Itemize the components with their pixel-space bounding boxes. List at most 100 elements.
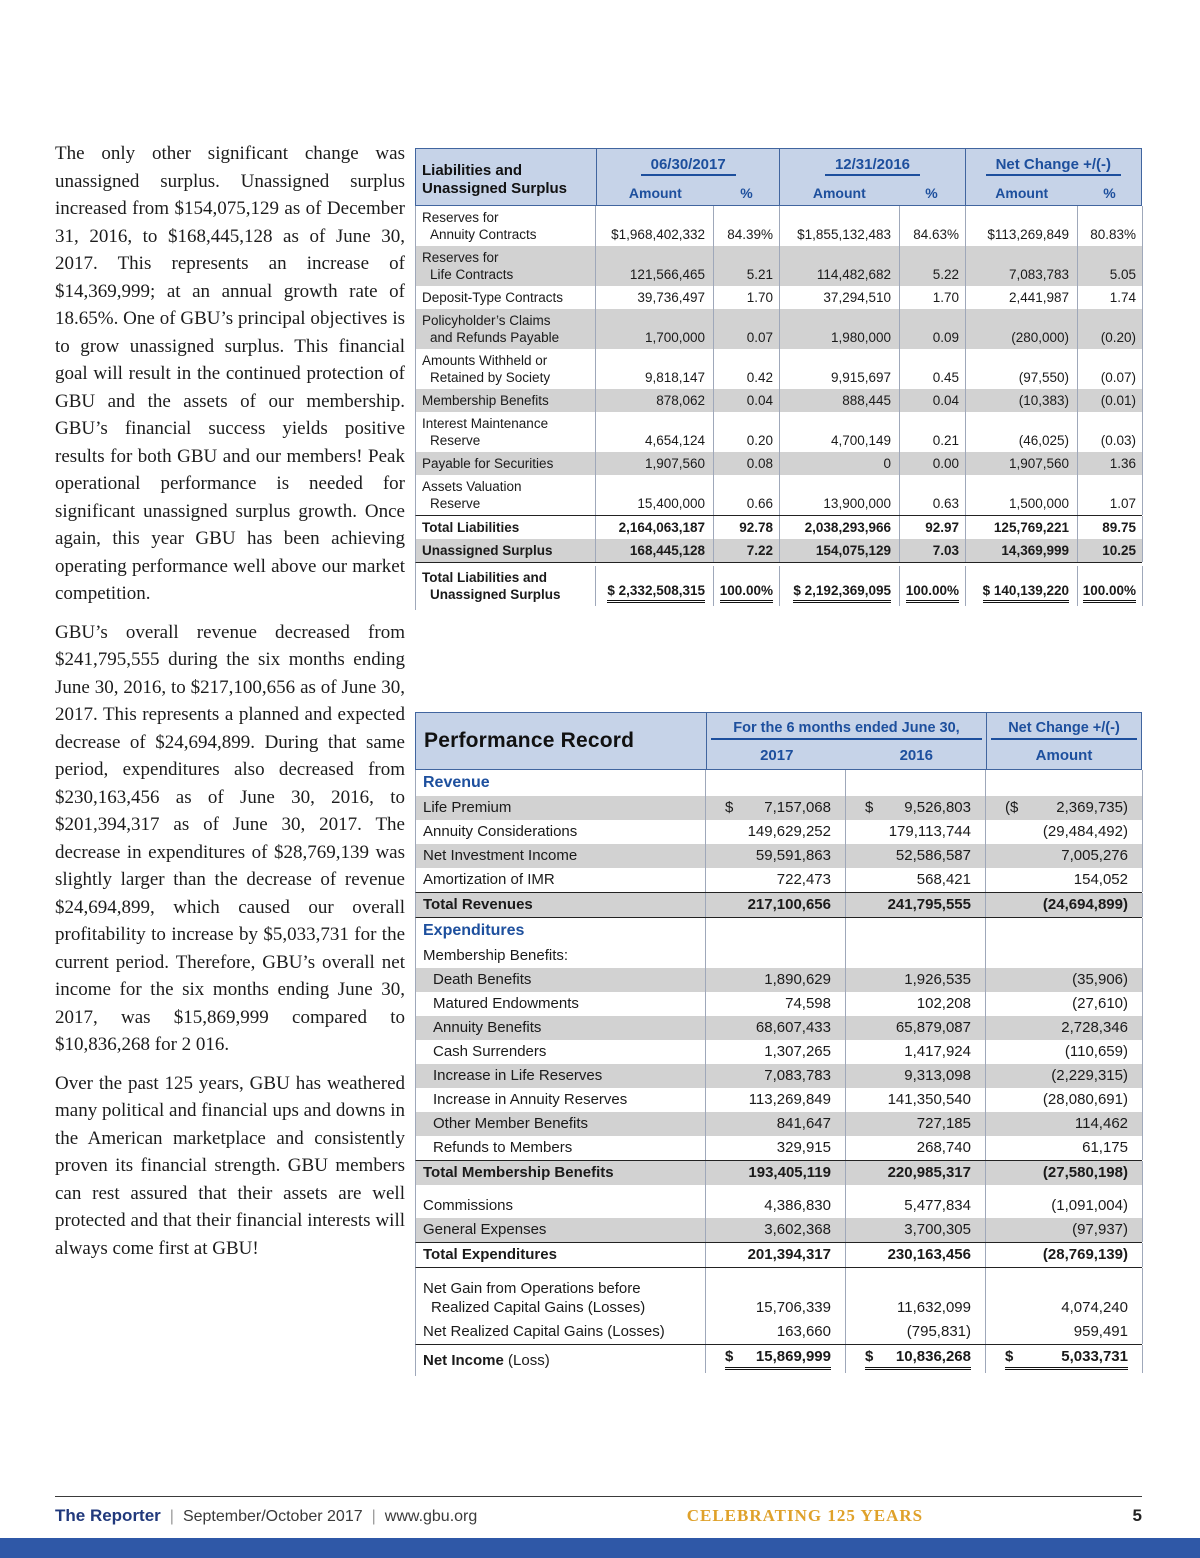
page-footer: The Reporter | September/October 2017 | … xyxy=(55,1496,1142,1526)
row-value: (0.20) xyxy=(1078,309,1143,349)
row-value: (29,484,492) xyxy=(986,820,1143,844)
row-value: 74,598 xyxy=(706,992,846,1016)
table-row: Total Membership Benefits 193,405,119 220,… xyxy=(415,1160,1143,1185)
row-value: 1,907,560 xyxy=(596,452,714,475)
row-value: 154,052 xyxy=(986,868,1143,892)
performance-table-header: Performance Record For the 6 months ende… xyxy=(415,712,1142,770)
row-value: 4,074,240 xyxy=(986,1268,1143,1320)
row-value: 114,462 xyxy=(986,1112,1143,1136)
row-label: Net Investment Income xyxy=(416,844,706,868)
row-value: 241,795,555 xyxy=(846,893,986,917)
row-value: 10.25 xyxy=(1078,539,1143,562)
row-value: 217,100,656 xyxy=(706,893,846,917)
table-row: Reserves for Life Contracts 121,566,465 5.2… xyxy=(415,246,1143,286)
row-value: 1,307,265 xyxy=(706,1040,846,1064)
row-value: $113,269,849 xyxy=(966,206,1078,246)
row-value: 0.42 xyxy=(714,349,780,389)
table-row: Policyholder’s Claims and Refunds Payable… xyxy=(415,309,1143,349)
table-row: Refunds to Members 329,915 268,740 61,175 xyxy=(415,1136,1143,1160)
row-value: 114,482,682 xyxy=(780,246,900,286)
row-value: 0.04 xyxy=(900,389,966,412)
row-value: 39,736,497 xyxy=(596,286,714,309)
table-row: Expenditures xyxy=(415,918,1143,944)
row-value: 100.00% xyxy=(714,566,780,606)
table-row: Membership Benefits 878,062 0.04 888,445 0.0… xyxy=(415,389,1143,412)
column-group-net-change: Net Change +/(-) Amount % xyxy=(964,149,1141,205)
row-value: (795,831) xyxy=(846,1320,986,1344)
row-value: 2,164,063,187 xyxy=(596,516,714,539)
row-label: General Expenses xyxy=(416,1218,706,1242)
row-value: 5,477,834 xyxy=(846,1185,986,1218)
row-label: Other Member Benefits xyxy=(416,1112,706,1136)
row-value: 0.00 xyxy=(900,452,966,475)
row-value: 959,491 xyxy=(986,1320,1143,1344)
row-value xyxy=(706,770,846,796)
row-value: (97,937) xyxy=(986,1218,1143,1242)
liabilities-table-title: Liabilities and Unassigned Surplus xyxy=(416,149,596,205)
row-label: Net Realized Capital Gains (Losses) xyxy=(416,1320,706,1344)
row-label: Total Membership Benefits xyxy=(416,1161,706,1185)
row-value: 15,706,339 xyxy=(706,1268,846,1320)
row-value: 179,113,744 xyxy=(846,820,986,844)
table-row: Life Premium $7,157,068 $9,526,803 ($ 2,369,… xyxy=(415,796,1143,820)
row-value: 0.63 xyxy=(900,475,966,515)
row-value: 37,294,510 xyxy=(780,286,900,309)
row-value: 878,062 xyxy=(596,389,714,412)
row-label: Total Expenditures xyxy=(416,1243,706,1267)
row-value: 1,417,924 xyxy=(846,1040,986,1064)
row-value xyxy=(846,770,986,796)
row-value: (24,694,899) xyxy=(986,893,1143,917)
row-value: 0.07 xyxy=(714,309,780,349)
row-value: (1,091,004) xyxy=(986,1185,1143,1218)
row-value xyxy=(846,944,986,968)
row-label: Amounts Withheld or Retained by Society xyxy=(416,349,596,389)
row-value: 5.21 xyxy=(714,246,780,286)
table-row: Interest Maintenance Reserve 4,654,124 0.20… xyxy=(415,412,1143,452)
footer-separator: | xyxy=(169,1508,174,1525)
row-value: 154,075,129 xyxy=(780,539,900,562)
row-value: 1.70 xyxy=(714,286,780,309)
row-value: 168,445,128 xyxy=(596,539,714,562)
row-value: (0.01) xyxy=(1078,389,1143,412)
row-value: $ 2,192,369,095 xyxy=(780,566,900,606)
row-value: 230,163,456 xyxy=(846,1243,986,1267)
table-row: Reserves for Annuity Contracts $1,968,402,… xyxy=(415,206,1143,246)
footer-website-link[interactable]: www.gbu.org xyxy=(384,1508,478,1525)
footer-left: The Reporter | September/October 2017 | … xyxy=(55,1506,477,1526)
row-label: Refunds to Members xyxy=(416,1136,706,1160)
liabilities-title-line2: Unassigned Surplus xyxy=(422,180,568,198)
row-value: 9,818,147 xyxy=(596,349,714,389)
row-value: 1,980,000 xyxy=(780,309,900,349)
row-value: 888,445 xyxy=(780,389,900,412)
row-value: 4,654,124 xyxy=(596,412,714,452)
period-header: For the 6 months ended June 30, xyxy=(711,720,982,740)
row-value: $10,836,268 xyxy=(846,1345,986,1373)
row-value: (27,610) xyxy=(986,992,1143,1016)
liabilities-title-line1: Liabilities and xyxy=(422,161,523,179)
row-value: 59,591,863 xyxy=(706,844,846,868)
row-value: 84.63% xyxy=(900,206,966,246)
row-value: 3,602,368 xyxy=(706,1218,846,1242)
table-row: Amounts Withheld or Retained by Society 9,… xyxy=(415,349,1143,389)
row-label: Membership Benefits: xyxy=(416,944,706,968)
performance-table-title: Performance Record xyxy=(424,729,635,752)
page-number: 5 xyxy=(1132,1506,1142,1525)
row-value: 5.05 xyxy=(1078,246,1143,286)
row-value: 13,900,000 xyxy=(780,475,900,515)
date-header-06-30-2017: 06/30/2017 xyxy=(640,156,736,176)
row-label: Net Gain from Operations before Realized … xyxy=(416,1268,706,1320)
row-value: 0.45 xyxy=(900,349,966,389)
row-value: 102,208 xyxy=(846,992,986,1016)
row-value: (35,906) xyxy=(986,968,1143,992)
row-value: (110,659) xyxy=(986,1040,1143,1064)
row-value: 0.66 xyxy=(714,475,780,515)
table-row: Net Gain from Operations before Realized … xyxy=(415,1268,1143,1320)
amount-subheader: Amount xyxy=(812,185,866,201)
performance-table-body: Revenue Life Premium $7,157,068 $9,526,803(… xyxy=(415,770,1143,1376)
row-label: Matured Endowments xyxy=(416,992,706,1016)
row-value: 5.22 xyxy=(900,246,966,286)
footer-separator: | xyxy=(371,1508,376,1525)
table-row: Total Liabilities and Unassigned Surplus $… xyxy=(415,562,1143,610)
row-value: $1,968,402,332 xyxy=(596,206,714,246)
column-group-2017: 06/30/2017 Amount % xyxy=(596,149,779,205)
